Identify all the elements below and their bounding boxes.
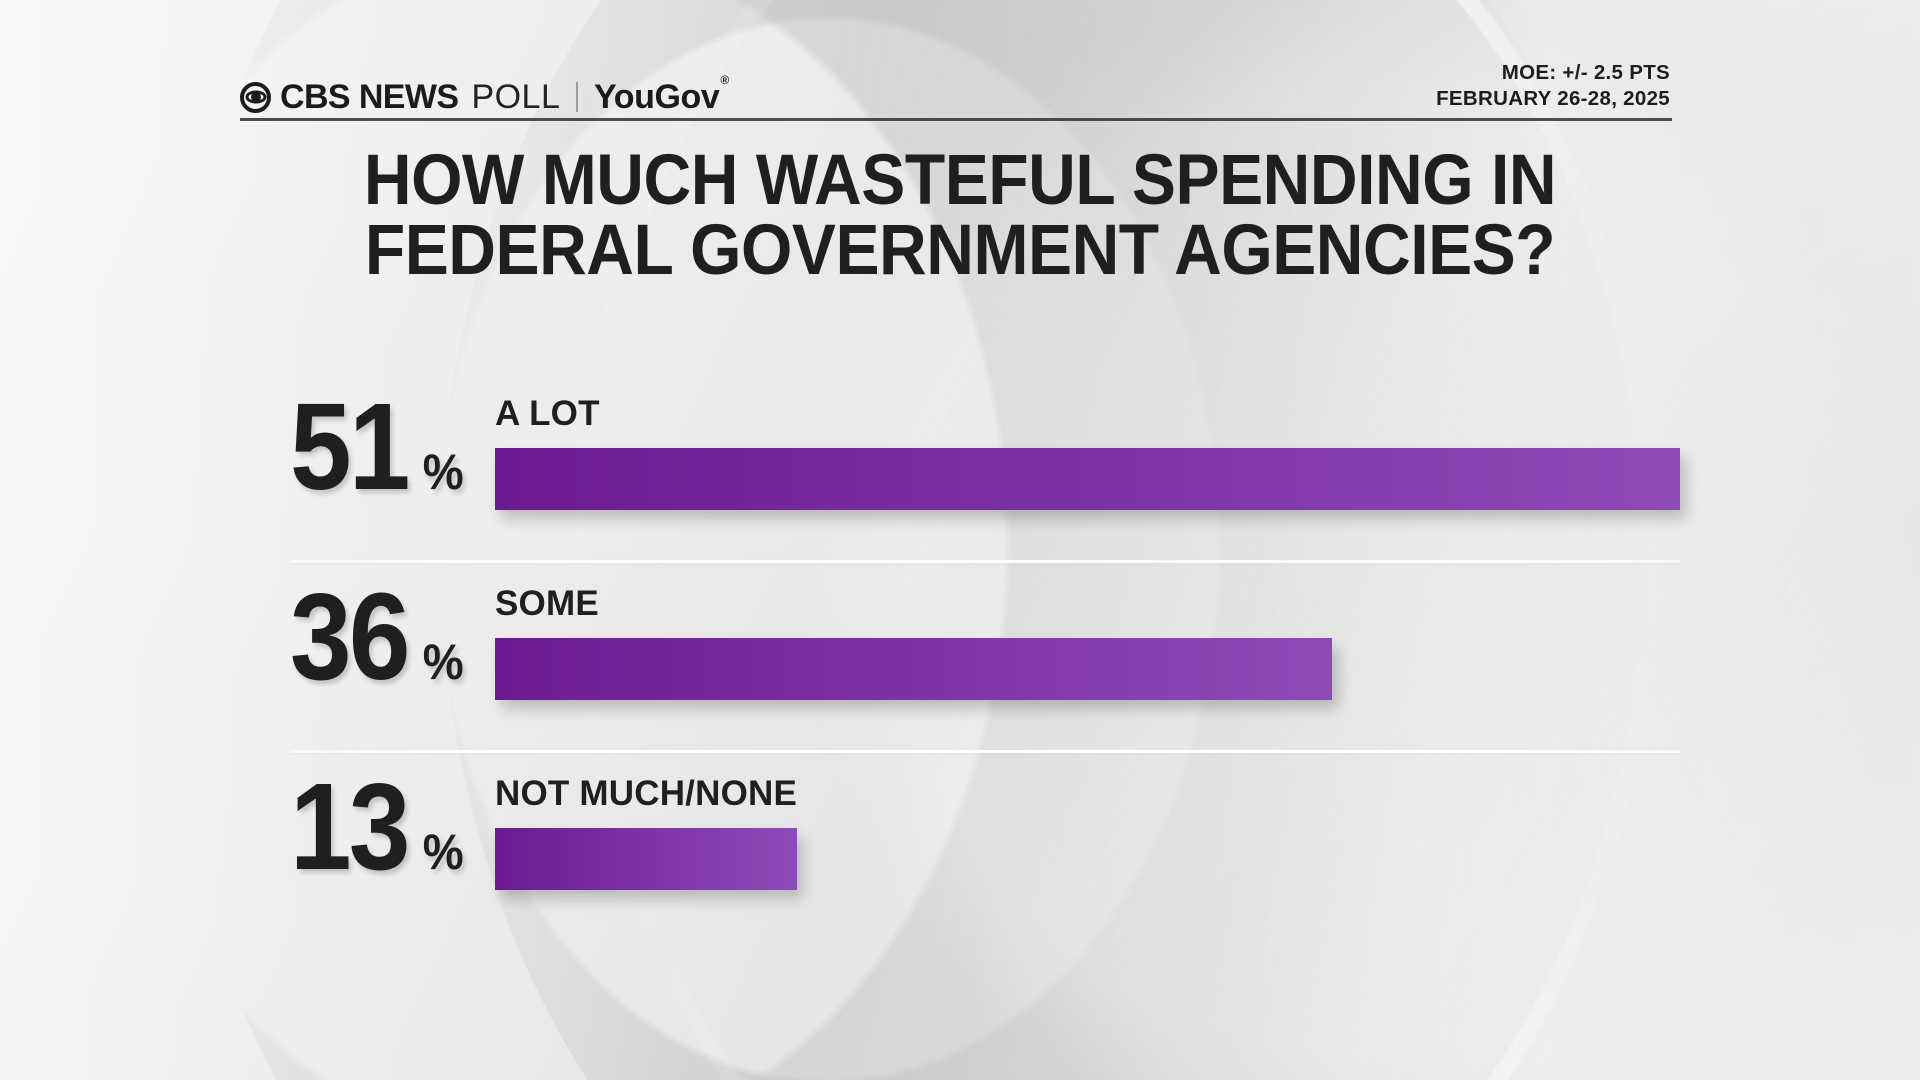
value-display: 36 % (290, 576, 465, 699)
page-title: HOW MUCH WASTEFUL SPENDING IN FEDERAL GO… (300, 145, 1621, 290)
brand-yougov-text: YouGov (593, 78, 720, 116)
page-title-line-2: FEDERAL GOVERNMENT AGENCIES? (364, 210, 1556, 290)
brand-yougov: YouGov® (593, 74, 729, 116)
value-display: 13 % (290, 766, 465, 889)
chart-row: 36 % SOME (0, 576, 1920, 770)
value-display: 51 % (290, 386, 465, 509)
brand-divider (576, 82, 578, 112)
percent-symbol: % (422, 634, 464, 690)
category-label: SOME (495, 584, 599, 623)
poll-metadata: MOE: +/- 2.5 PTS FEBRUARY 26-28, 2025 (1436, 60, 1670, 118)
brand-poll: POLL (471, 78, 561, 116)
chart-row: 13 % NOT MUCH/NONE (0, 766, 1920, 960)
bar-track (495, 448, 1680, 510)
row-divider (290, 560, 1680, 563)
percent-symbol: % (422, 824, 464, 880)
bar-fill (495, 638, 1332, 700)
field-dates: FEBRUARY 26-28, 2025 (1436, 86, 1670, 110)
header: CBS NEWS POLL YouGov® MOE: +/- 2.5 PTS F… (240, 52, 1670, 118)
value-number: 36 (290, 569, 410, 706)
chart-row: 51 % A LOT (0, 386, 1920, 580)
percent-symbol: % (422, 444, 464, 500)
bar-track (495, 638, 1680, 700)
brand-lockup: CBS NEWS POLL YouGov® (240, 74, 729, 118)
bar-fill (495, 448, 1680, 510)
bar-fill (495, 828, 798, 890)
registered-mark-icon: ® (720, 72, 729, 87)
row-divider (290, 750, 1680, 753)
category-label: NOT MUCH/NONE (495, 774, 798, 813)
chart-rows: 51 % A LOT 36 % SOME (0, 386, 1920, 960)
brand-cbs-news: CBS NEWS (280, 78, 459, 116)
cbs-eye-icon (240, 81, 271, 113)
bar-track (495, 828, 1680, 890)
value-number: 13 (290, 759, 410, 896)
header-rule (240, 118, 1672, 121)
category-label: A LOT (495, 394, 600, 433)
margin-of-error: MOE: +/- 2.5 PTS (1501, 60, 1670, 84)
page-title-line-1: HOW MUCH WASTEFUL SPENDING IN (363, 141, 1557, 220)
value-number: 51 (290, 379, 410, 516)
